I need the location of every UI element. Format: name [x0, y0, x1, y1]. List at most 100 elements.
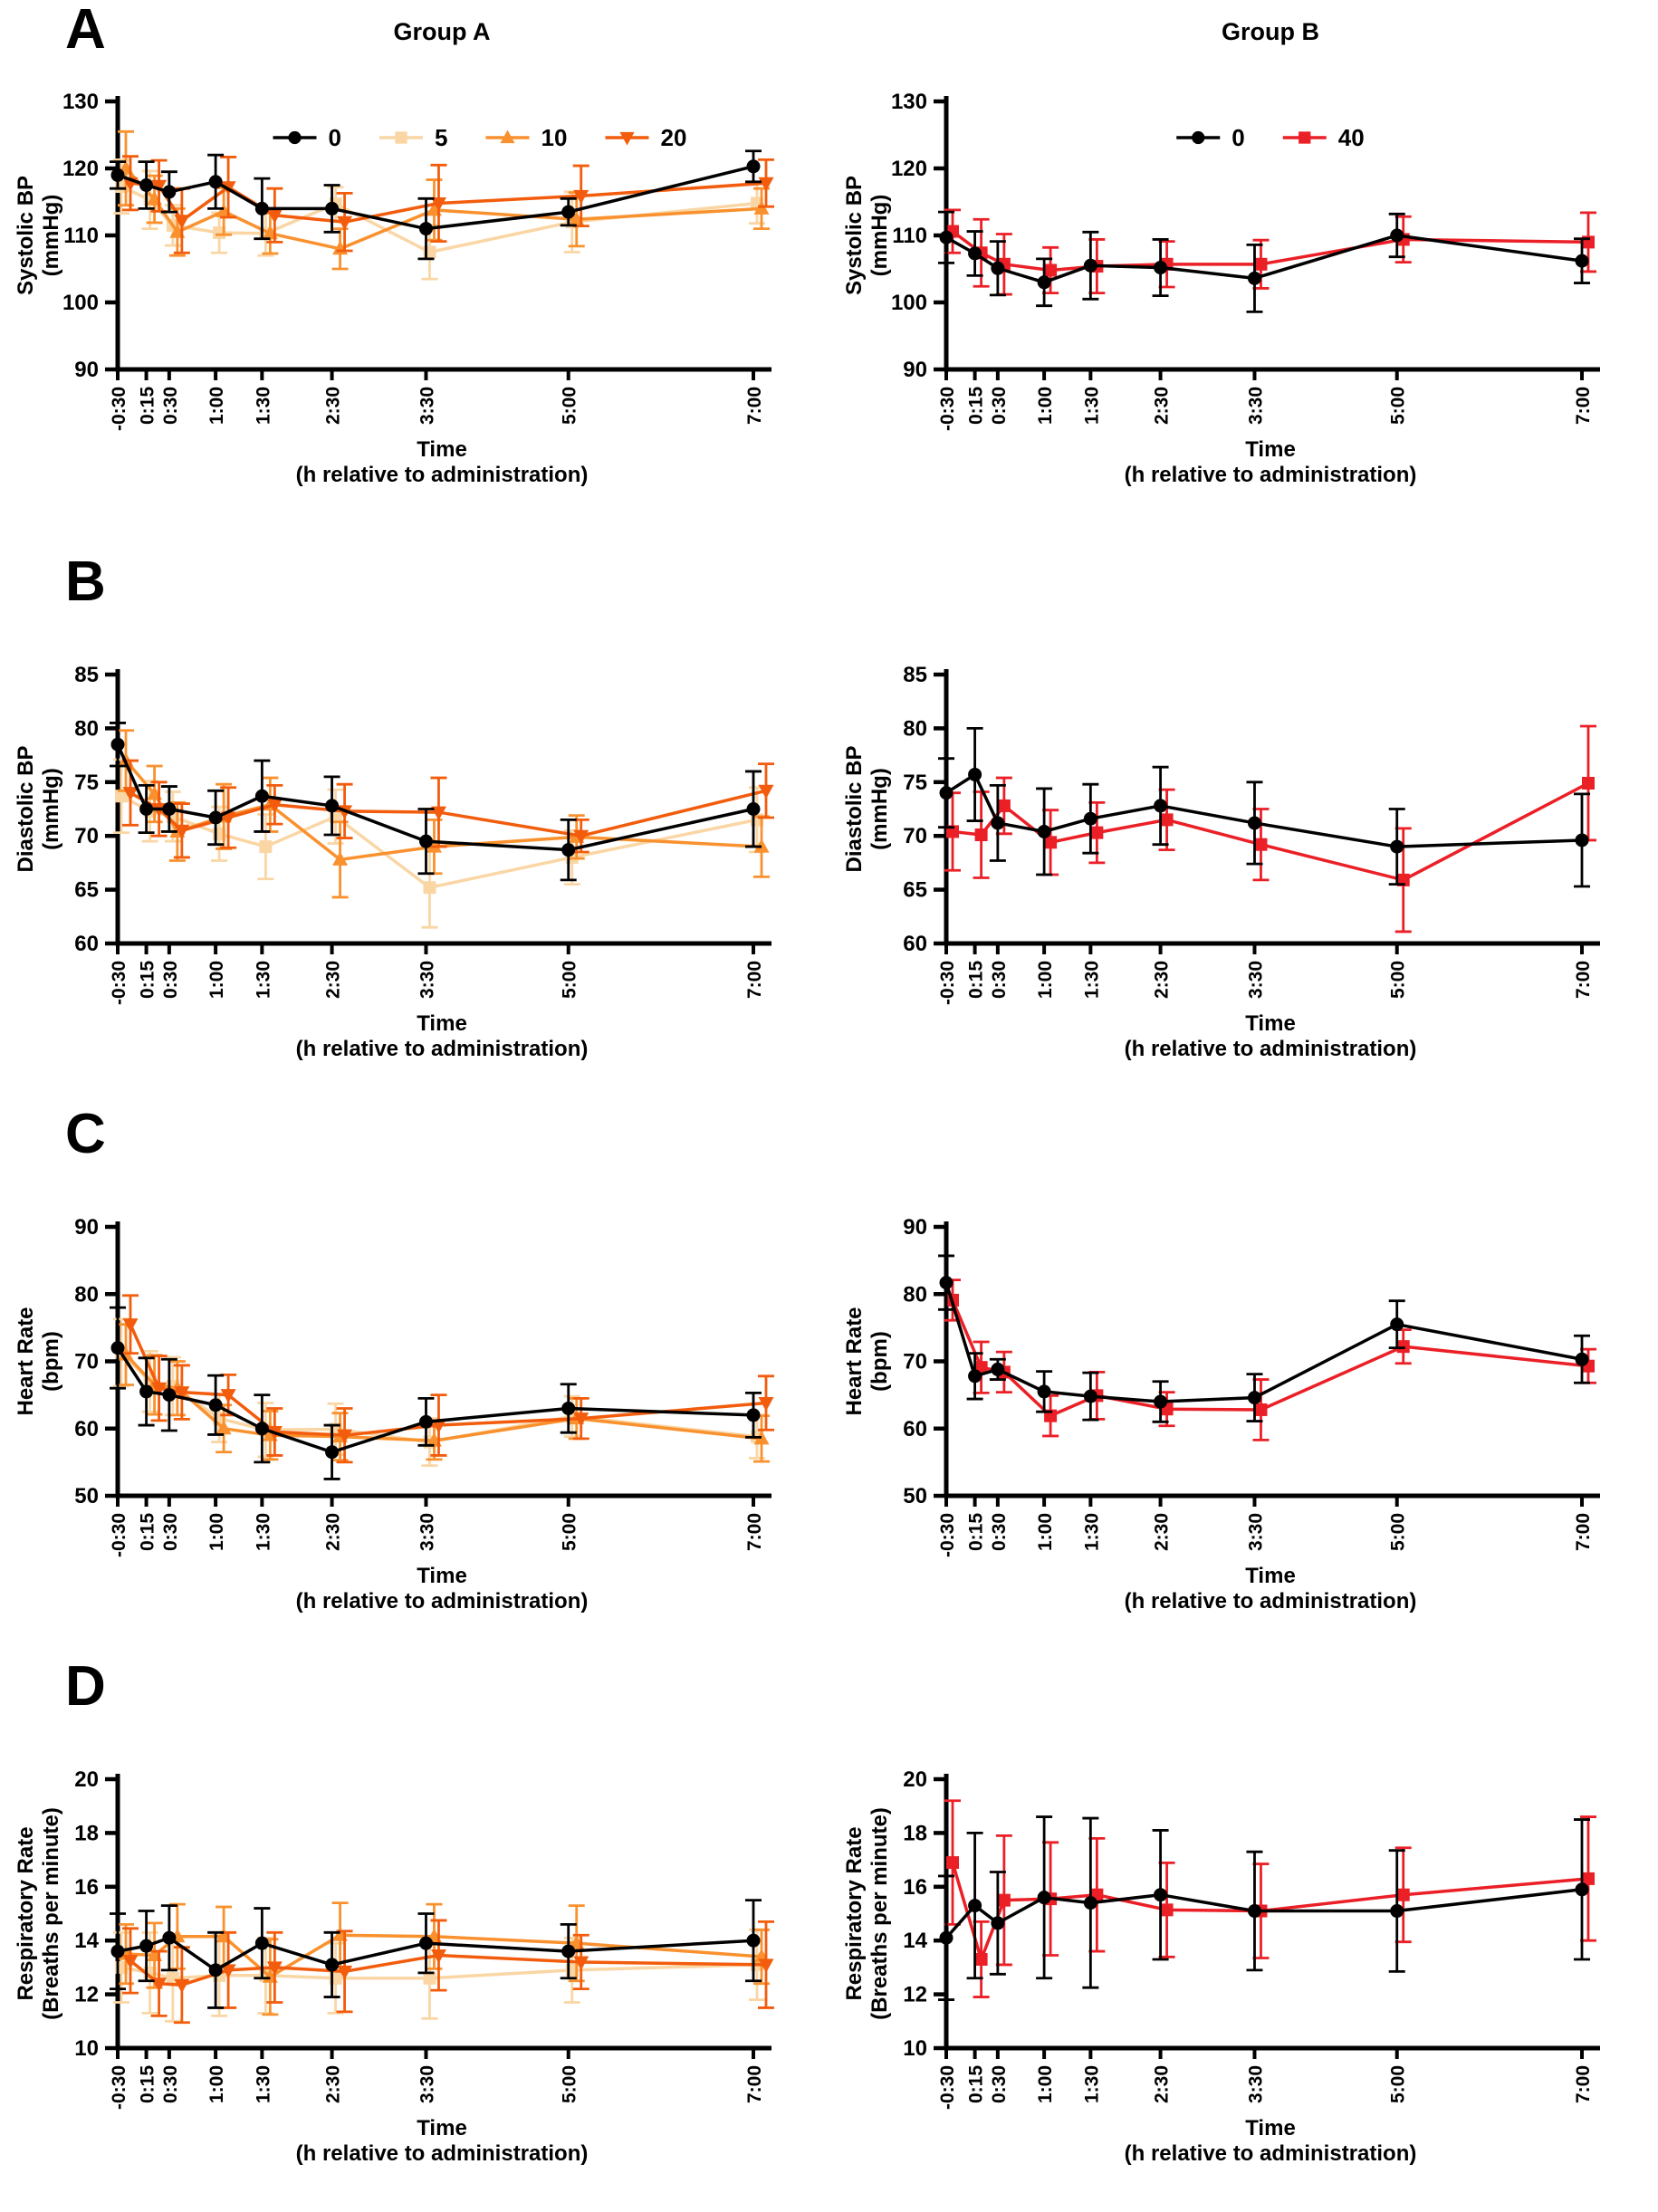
axes — [934, 96, 1600, 380]
data-point-marker — [1254, 1403, 1268, 1416]
data-point-marker — [1044, 836, 1058, 849]
x-tick-label: 1:00 — [206, 387, 227, 425]
data-point-marker — [216, 1420, 232, 1435]
x-tick-label: 1:30 — [253, 961, 273, 999]
legend-item-0: 0 — [273, 124, 341, 151]
data-point-marker — [939, 1930, 954, 1945]
data-point-marker — [208, 1398, 223, 1412]
data-point-marker — [1083, 1389, 1097, 1403]
y-tick-label: 90 — [903, 358, 927, 382]
y-tick-label: 90 — [74, 358, 99, 382]
data-point-marker — [968, 1899, 982, 1913]
legend-circle-icon — [288, 130, 302, 145]
legend-item-10: 10 — [485, 124, 567, 151]
data-point-marker — [139, 1939, 154, 1953]
y-tick-label: 60 — [74, 932, 99, 956]
data-point-marker — [1160, 1903, 1174, 1917]
x-tick-label: 3:30 — [417, 387, 437, 425]
y-tick-label: 70 — [74, 824, 99, 848]
data-point-marker — [1390, 228, 1404, 243]
panel-letter-a: A — [65, 0, 106, 61]
x-tick-label: 1:00 — [1035, 2065, 1056, 2103]
y-tick-label: 100 — [62, 291, 99, 315]
data-point-marker — [939, 786, 954, 800]
data-point-marker — [1390, 1904, 1404, 1919]
x-axis-title: Time — [417, 437, 467, 462]
data-point-marker — [573, 1412, 589, 1427]
x-axis-title: Time — [1245, 437, 1296, 462]
legend-circle-icon — [1192, 130, 1205, 145]
x-axis-title: Time — [1245, 1564, 1296, 1588]
x-tick-label: 7:00 — [1573, 2065, 1594, 2103]
x-tick-label: 0:15 — [138, 2065, 158, 2103]
x-tick-label: 1:30 — [1081, 387, 1102, 425]
data-point-marker — [1390, 1317, 1404, 1332]
x-tick-label: 1:30 — [1081, 1513, 1102, 1551]
data-point-marker — [1575, 1882, 1589, 1897]
legend-triangle-up-icon — [500, 129, 515, 144]
x-tick-label: 5:00 — [1388, 961, 1409, 999]
data-point-marker — [259, 840, 273, 854]
y-tick-label: 70 — [903, 824, 927, 848]
data-point-marker — [991, 261, 1005, 275]
data-point-marker — [746, 1408, 761, 1422]
data-point-marker — [162, 802, 177, 816]
data-point-marker — [974, 1952, 988, 1966]
data-point-marker — [430, 806, 446, 821]
y-tick-label: 65 — [74, 878, 99, 903]
x-tick-label: 2:30 — [323, 387, 344, 425]
data-point-marker — [1044, 263, 1058, 277]
data-point-marker — [1160, 813, 1174, 827]
y-axis-title: Heart Rate — [14, 1307, 38, 1415]
data-point-marker — [110, 737, 125, 752]
x-tick-label: 7:00 — [744, 961, 765, 999]
x-tick-label: 5:00 — [560, 2065, 580, 2103]
y-axis-title: (mmHg) — [39, 768, 63, 850]
x-tick-label: 2:30 — [323, 2065, 344, 2103]
y-tick-label: 65 — [903, 878, 927, 903]
x-tick-label: 5:00 — [1388, 2065, 1409, 2103]
data-point-marker — [266, 799, 283, 813]
x-tick-label: 7:00 — [744, 1513, 765, 1551]
y-tick-label: 80 — [903, 1282, 927, 1307]
data-point-marker — [939, 230, 954, 244]
data-point-marker — [151, 179, 168, 195]
y-tick-label: 90 — [74, 1215, 99, 1240]
data-point-marker — [139, 178, 154, 192]
series-line — [951, 1299, 1589, 1418]
data-point-marker — [162, 1930, 177, 1945]
data-point-marker — [561, 843, 576, 857]
x-tick-label: -0:30 — [109, 961, 129, 1005]
data-point-marker — [1154, 1888, 1168, 1902]
data-point-marker — [1083, 811, 1097, 826]
data-point-marker — [997, 799, 1011, 812]
data-point-marker — [162, 1388, 177, 1403]
data-point-marker — [325, 1445, 340, 1460]
panel-heart-rate-group-b: 50 60 70 80 90 -0:30 0:15 0:30 1:00 1:30 2:30 3:30 5… — [842, 1215, 1600, 1614]
y-tick-label: 120 — [62, 157, 99, 181]
data-point-marker — [418, 834, 433, 848]
axes — [105, 669, 771, 954]
axes — [934, 669, 1600, 954]
x-tick-label: 7:00 — [744, 387, 765, 425]
legend-label: 5 — [435, 124, 447, 151]
x-tick-label: 3:30 — [1245, 1513, 1266, 1551]
x-tick-label: 0:30 — [989, 2065, 1010, 2103]
data-point-marker — [758, 177, 774, 192]
y-tick-label: 10 — [903, 2036, 927, 2061]
data-point-marker — [1154, 261, 1168, 275]
x-tick-label: 5:00 — [560, 961, 580, 999]
x-tick-label: 1:00 — [1035, 387, 1056, 425]
x-tick-label: 3:30 — [1245, 2065, 1266, 2103]
data-point-marker — [1037, 1891, 1051, 1905]
data-point-marker — [1090, 826, 1104, 839]
data-point-marker — [115, 790, 128, 803]
panel-respiratory-rate-group-a: 10 12 14 16 18 20 -0:30 0:15 0:30 1:00 1:30 2:30 3:3… — [14, 1767, 774, 2166]
x-tick-label: -0:30 — [937, 2065, 958, 2110]
x-axis-title: Time — [417, 1564, 467, 1588]
y-tick-label: 100 — [891, 291, 927, 315]
data-point-marker — [968, 246, 982, 261]
data-point-marker — [573, 829, 589, 845]
x-tick-label: 3:30 — [1245, 387, 1266, 425]
y-axis-title: Respiratory Rate — [14, 1826, 38, 2000]
